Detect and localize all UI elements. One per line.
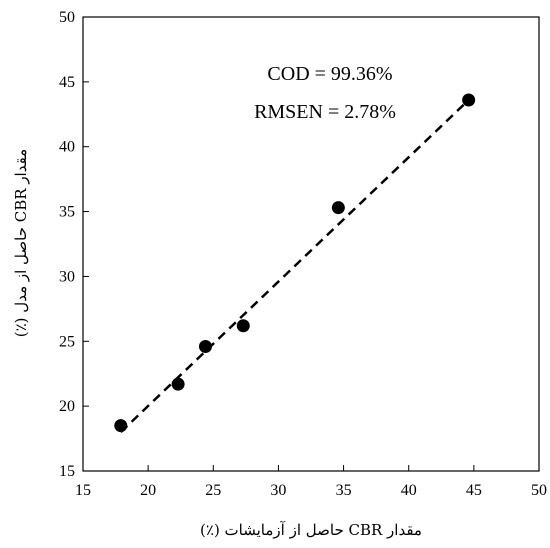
data-point <box>198 339 212 353</box>
y-tick-label: 45 <box>59 74 75 91</box>
x-axis-label: مقدار CBR حاصل از آزمایشات (٪) <box>200 521 422 539</box>
x-tick-label: 40 <box>401 482 417 499</box>
y-tick-label: 35 <box>59 204 75 221</box>
points-layer <box>114 93 476 433</box>
y-tick-label: 40 <box>59 139 75 156</box>
annotation-cod: COD = 99.36% <box>267 63 392 85</box>
data-point <box>462 93 476 107</box>
data-point <box>171 377 185 391</box>
x-tick-label: 30 <box>270 482 286 499</box>
ticks-layer: 15 20 25 30 35 40 45 50 15 20 25 30 35 40 45 50 <box>59 9 547 499</box>
x-tick-label: 15 <box>75 482 91 499</box>
y-tick-label: 30 <box>59 268 75 285</box>
y-tick-label: 15 <box>59 463 75 480</box>
x-tick-label: 35 <box>336 482 352 499</box>
fit-line <box>119 99 470 433</box>
x-tick-label: 25 <box>205 482 221 499</box>
y-axis-label: مقدار CBR حاصل از مدل (٪) <box>12 149 30 337</box>
data-point <box>236 319 250 333</box>
x-tick-label: 45 <box>466 482 482 499</box>
y-tick-label: 50 <box>59 9 75 26</box>
data-point <box>331 201 345 215</box>
annotation-rmsen: RMSEN = 2.78% <box>254 101 396 123</box>
x-tick-label: 20 <box>140 482 156 499</box>
fit-layer <box>119 99 470 433</box>
plot-frame <box>82 16 540 472</box>
data-point <box>114 419 128 433</box>
y-tick-label: 25 <box>59 333 75 350</box>
y-tick-label: 20 <box>59 398 75 415</box>
x-tick-label: 50 <box>531 482 547 499</box>
